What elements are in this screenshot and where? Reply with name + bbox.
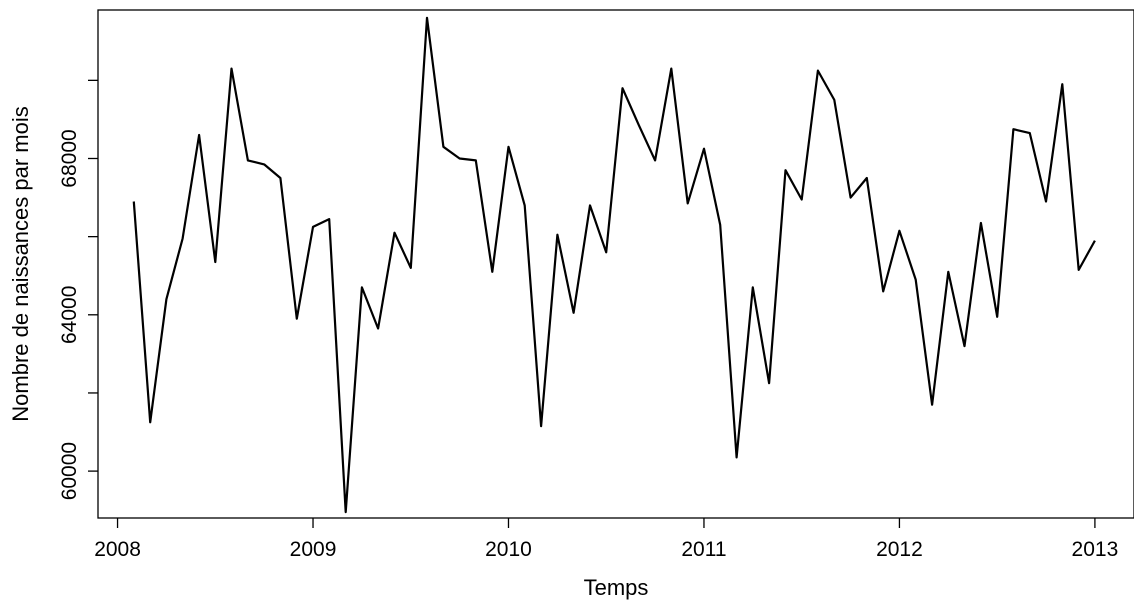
y-tick-label: 68000	[58, 129, 81, 187]
x-tick-label: 2008	[94, 538, 141, 561]
x-tick-label: 2010	[485, 538, 532, 561]
x-tick-label: 2009	[290, 538, 337, 561]
y-axis: 60000 64000 68000	[58, 79, 98, 500]
plot-frame	[97, 9, 1134, 519]
x-tick-label: 2012	[876, 538, 923, 561]
y-tick-label: 60000	[58, 442, 81, 500]
y-tick-label: 64000	[58, 286, 81, 344]
y-axis-title: Nombre de naissances par mois	[8, 106, 33, 421]
x-axis-title: Temps	[584, 575, 649, 600]
x-axis: 2008 2009 2010 2011 2012 2013	[94, 518, 1118, 561]
x-tick-label: 2013	[1072, 538, 1119, 561]
x-tick-label: 2011	[681, 538, 726, 561]
series-line	[132, 16, 1096, 514]
